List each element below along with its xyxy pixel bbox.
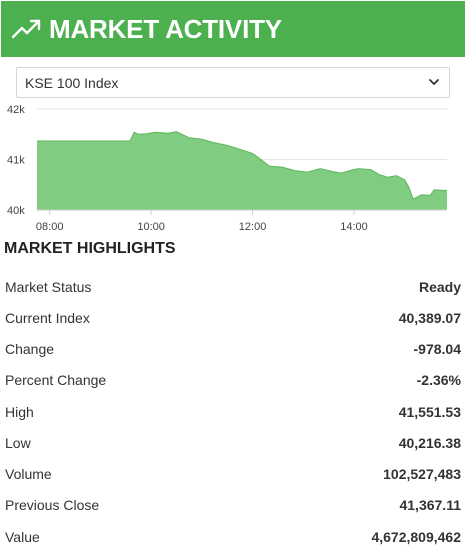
x-tick-label: 12:00 bbox=[239, 221, 267, 233]
highlights-table: Market Status Ready Current Index 40,389.07… bbox=[0, 271, 466, 552]
stat-row: Value 4,672,809,462 bbox=[0, 521, 466, 552]
stat-value: -2.36% bbox=[416, 372, 461, 389]
x-tick-label: 08:00 bbox=[36, 221, 64, 233]
stat-value: Ready bbox=[418, 278, 461, 295]
index-select-value: KSE 100 Index bbox=[25, 74, 119, 91]
stat-value: 102,527,483 bbox=[383, 466, 461, 483]
stat-value: 40,216.38 bbox=[398, 434, 461, 451]
index-chart-svg: 40k 41k 42k 08:00 10:00 12:00 14:00 bbox=[7, 104, 447, 233]
index-chart: 40k 41k 42k 08:00 10:00 12:00 14:00 bbox=[0, 100, 466, 235]
x-tick-label: 10:00 bbox=[137, 221, 165, 233]
stat-row: Percent Change -2.36% bbox=[0, 365, 466, 396]
stat-row: High 41,551.53 bbox=[0, 396, 466, 427]
x-tick-label: 14:00 bbox=[340, 221, 368, 233]
y-tick-label: 42k bbox=[7, 104, 25, 116]
stat-label: Market Status bbox=[5, 278, 92, 295]
stat-value: 4,672,809,462 bbox=[371, 528, 461, 545]
stat-label: High bbox=[5, 403, 34, 420]
stat-value: 41,367.11 bbox=[399, 497, 461, 514]
chevron-down-icon bbox=[429, 79, 439, 85]
stat-value: -978.04 bbox=[413, 341, 461, 358]
stat-label: Previous Close bbox=[5, 497, 100, 514]
stat-row: Market Status Ready bbox=[0, 271, 466, 302]
stat-label: Low bbox=[5, 434, 31, 451]
market-activity-header: MARKET ACTIVITY bbox=[1, 1, 465, 57]
stat-value: 41,551.53 bbox=[398, 403, 461, 420]
index-area bbox=[37, 131, 447, 210]
stat-row: Low 40,216.38 bbox=[0, 427, 466, 458]
y-tick-label: 41k bbox=[7, 155, 25, 167]
index-line bbox=[37, 131, 447, 200]
stat-label: Value bbox=[5, 528, 40, 545]
stat-label: Change bbox=[5, 341, 55, 358]
stat-row: Change -978.04 bbox=[0, 334, 466, 365]
stat-row: Volume 102,527,483 bbox=[0, 459, 466, 490]
stat-label: Current Index bbox=[5, 309, 90, 326]
y-tick-label: 40k bbox=[7, 205, 25, 217]
page-title: MARKET ACTIVITY bbox=[49, 13, 282, 44]
stat-value: 40,389.07 bbox=[398, 309, 461, 326]
index-select[interactable]: KSE 100 Index bbox=[16, 67, 450, 98]
market-highlights-title: MARKET HIGHLIGHTS bbox=[4, 240, 176, 257]
stat-row: Current Index 40,389.07 bbox=[0, 302, 466, 333]
stat-label: Volume bbox=[5, 466, 52, 483]
trending-up-icon bbox=[11, 19, 41, 39]
stat-row: Previous Close 41,367.11 bbox=[0, 490, 466, 521]
stat-label: Percent Change bbox=[5, 372, 107, 389]
